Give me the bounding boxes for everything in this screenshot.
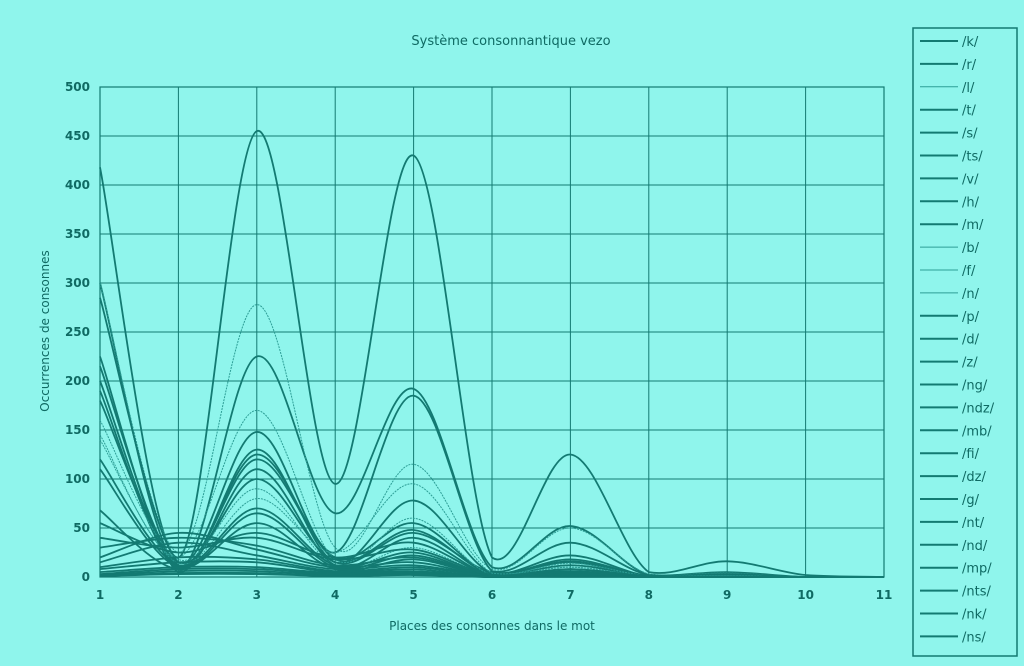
legend-label: /m/ <box>962 218 984 233</box>
legend-label: /ndz/ <box>962 401 995 416</box>
legend-label: /f/ <box>962 264 976 279</box>
legend-label: /h/ <box>962 195 980 210</box>
y-tick-label: 100 <box>65 472 90 486</box>
legend-label: /mb/ <box>962 424 992 439</box>
x-tick-label: 9 <box>723 588 731 602</box>
x-tick-label: 3 <box>253 588 261 602</box>
y-tick-label: 400 <box>65 178 90 192</box>
series-lines <box>99 130 885 578</box>
x-tick-label: 10 <box>797 588 814 602</box>
x-tick-label: 6 <box>488 588 496 602</box>
legend-label: /l/ <box>962 81 975 96</box>
y-tick-label: 350 <box>65 227 90 241</box>
x-tick-label: 11 <box>876 588 893 602</box>
legend-label: /d/ <box>962 333 980 348</box>
legend: /k/ /r/ /l/ /t/ /s/ /ts/ /v/ /h/ /m/ /b/ /f/ /n/ /p/… <box>920 35 995 645</box>
y-tick-label: 150 <box>65 423 90 437</box>
axis-ticks: 0 50 100 150 200 250 300 350 400 450 500 1 2 3 4 5 6 7 8 9 1… <box>65 80 892 602</box>
y-tick-label: 500 <box>65 80 90 94</box>
legend-label: /r/ <box>962 58 977 73</box>
legend-box <box>912 27 1018 657</box>
legend-label: /dz/ <box>962 470 986 485</box>
legend-label: /ns/ <box>962 630 986 645</box>
legend-label: /nt/ <box>962 516 985 531</box>
x-tick-label: 1 <box>96 588 104 602</box>
y-axis-title: Occurrences de consonnes <box>38 250 52 411</box>
series-line-k <box>99 130 885 578</box>
series-line-t <box>99 297 884 578</box>
legend-label: /p/ <box>962 310 980 325</box>
y-tick-label: 250 <box>65 325 90 339</box>
y-tick-label: 450 <box>65 129 90 143</box>
legend-label: /nd/ <box>962 539 988 554</box>
y-tick-label: 200 <box>65 374 90 388</box>
series-line-ns <box>99 572 884 578</box>
legend-label: /mp/ <box>962 562 992 577</box>
legend-label: /v/ <box>962 172 979 187</box>
series-line-f <box>99 409 884 578</box>
legend-label: /nk/ <box>962 608 987 623</box>
legend-label: /ts/ <box>962 150 983 165</box>
x-tick-label: 5 <box>409 588 417 602</box>
x-tick-label: 4 <box>331 588 339 602</box>
legend-label: /fi/ <box>962 447 980 462</box>
y-tick-label: 50 <box>73 521 90 535</box>
x-axis-title: Places des consonnes dans le mot <box>389 619 595 633</box>
x-tick-label: 2 <box>174 588 182 602</box>
legend-label: /b/ <box>962 241 980 256</box>
y-tick-label: 300 <box>65 276 90 290</box>
legend-label: /z/ <box>962 356 978 371</box>
y-tick-label: 0 <box>82 570 90 584</box>
x-tick-label: 8 <box>645 588 653 602</box>
series-line-l <box>99 282 884 578</box>
legend-label: /s/ <box>962 127 978 142</box>
legend-label: /n/ <box>962 287 980 302</box>
legend-label: /k/ <box>962 35 979 50</box>
legend-label: /nts/ <box>962 585 991 600</box>
legend-label: /ng/ <box>962 379 988 394</box>
x-tick-label: 7 <box>566 588 574 602</box>
legend-label: /t/ <box>962 104 976 119</box>
chart-title: Système consonnantique vezo <box>411 34 610 49</box>
series-line-b <box>99 419 884 578</box>
legend-label: /g/ <box>962 493 980 508</box>
